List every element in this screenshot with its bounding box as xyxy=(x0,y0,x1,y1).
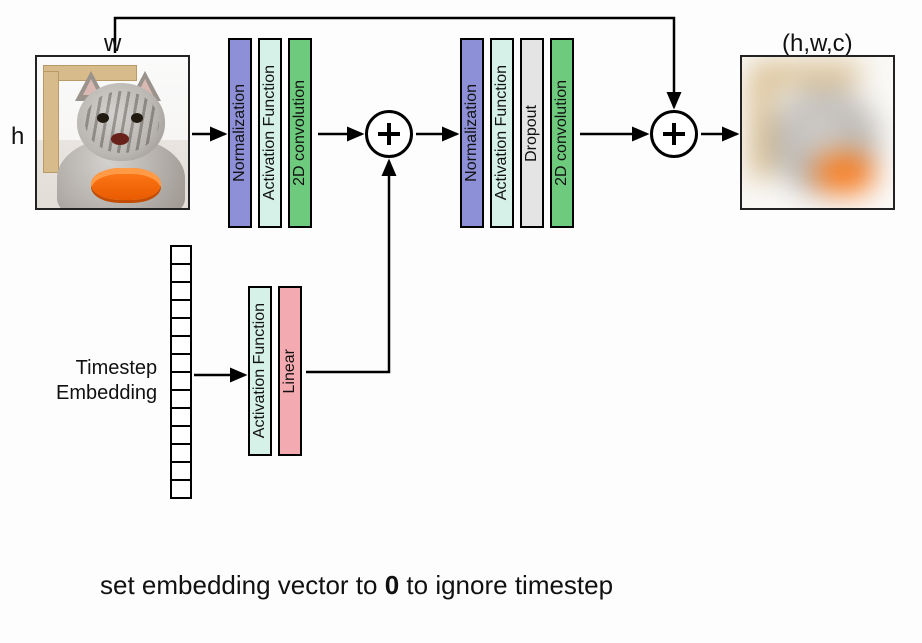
layer-norm2: Normalization xyxy=(460,38,484,228)
cat-eye-icon xyxy=(97,113,109,123)
label-output-shape: (h,w,c) xyxy=(782,32,853,56)
caption: set embedding vector to 0 to ignore time… xyxy=(100,570,613,601)
timestep-block-group: Activation FunctionLinear xyxy=(248,286,302,456)
arrow-skip xyxy=(115,18,674,107)
layer-act_t: Activation Function xyxy=(248,286,272,456)
arrow-lin-to-add1 xyxy=(306,161,389,372)
diagram-stage: h w (h,w,c) Timestep Embedding Normaliza… xyxy=(0,0,922,643)
label-w: w xyxy=(104,32,121,56)
layer-conv2: 2D convolution xyxy=(550,38,574,228)
output-image xyxy=(740,55,895,210)
caption-bold: 0 xyxy=(385,570,399,600)
label-timestep-embedding: Timestep Embedding xyxy=(56,356,157,406)
bowl-blur-icon xyxy=(813,152,875,194)
cat-mouth-icon xyxy=(111,133,129,145)
frame-icon xyxy=(43,71,59,173)
bowl-icon xyxy=(91,168,161,200)
layer-norm1: Normalization xyxy=(228,38,252,228)
layer-act1: Activation Function xyxy=(258,38,282,228)
add-node-1 xyxy=(365,110,413,158)
caption-suffix: to ignore timestep xyxy=(399,570,613,600)
timestep-vector xyxy=(170,245,192,499)
block-group-1: NormalizationActivation Function2D convo… xyxy=(228,38,312,228)
caption-prefix: set embedding vector to xyxy=(100,570,385,600)
label-h: h xyxy=(11,125,24,149)
layer-act2: Activation Function xyxy=(490,38,514,228)
layer-drop: Dropout xyxy=(520,38,544,228)
layer-lin: Linear xyxy=(278,286,302,456)
add-node-2 xyxy=(650,110,698,158)
frame-icon xyxy=(750,69,772,179)
input-image xyxy=(35,55,190,210)
cat-eye-icon xyxy=(131,113,143,123)
block-group-2: NormalizationActivation FunctionDropout2… xyxy=(460,38,574,228)
layer-conv1: 2D convolution xyxy=(288,38,312,228)
